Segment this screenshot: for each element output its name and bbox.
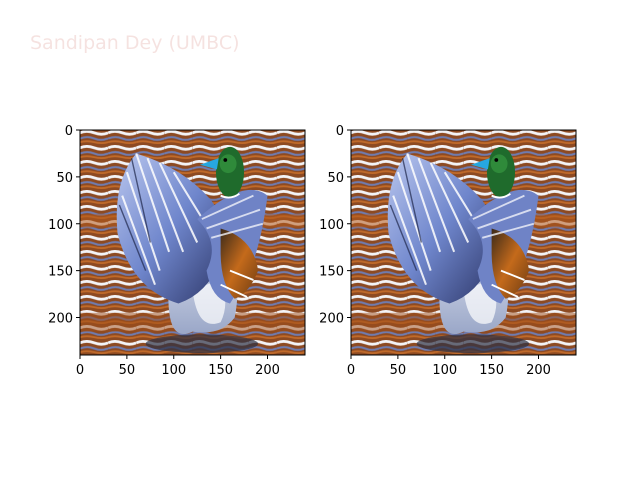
x-tick-label: 50: [119, 363, 136, 378]
x-tick-label: 100: [161, 363, 186, 378]
x-tick-label: 150: [479, 363, 504, 378]
y-tick-label: 200: [319, 312, 344, 327]
y-tick-label: 0: [336, 124, 344, 139]
y-tick-label: 50: [327, 171, 344, 186]
x-tick-label: 50: [390, 363, 407, 378]
x-tick-label: 0: [347, 363, 355, 378]
y-tick-label: 100: [48, 218, 73, 233]
duck-image: [349, 128, 578, 357]
x-tick-label: 100: [432, 363, 457, 378]
image-panel-2: 0 50 100 150 200 0 50 100 150 200: [319, 124, 578, 378]
y-tick-label: 150: [48, 265, 73, 280]
y-tick-label: 100: [319, 218, 344, 233]
y-tick-label: 150: [319, 265, 344, 280]
x-tick-label: 200: [255, 363, 280, 378]
y-tick-label: 0: [65, 124, 73, 139]
y-tick-label: 200: [48, 312, 73, 327]
duck-image: [78, 128, 307, 357]
x-tick-label: 200: [526, 363, 551, 378]
watermark-text: Sandipan Dey (UMBC): [30, 32, 240, 54]
axes-frame: [350, 129, 577, 356]
y-tick-label: 50: [56, 171, 73, 186]
axes-frame: [79, 129, 306, 356]
x-tick-label: 150: [208, 363, 233, 378]
x-tick-label: 0: [76, 363, 84, 378]
image-panel-1: 0 50 100 150 200 0 50 100 150 200: [48, 124, 307, 378]
